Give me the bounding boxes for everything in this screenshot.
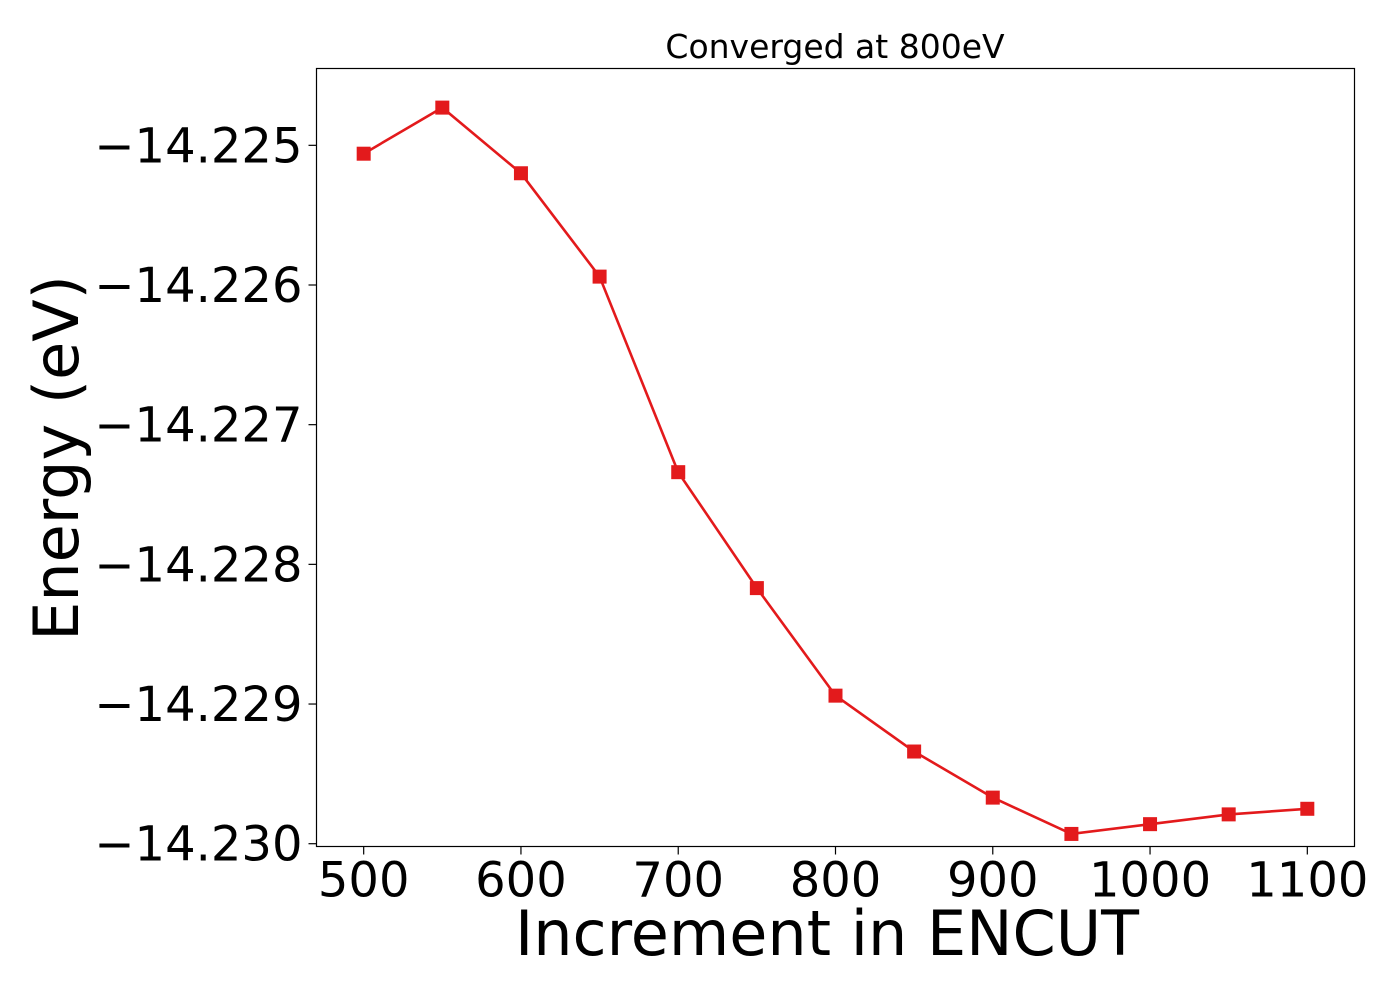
data-point xyxy=(749,581,764,596)
x-tick-label: 1000 xyxy=(1089,853,1211,909)
y-tick-label: −14.227 xyxy=(94,398,302,454)
series-line xyxy=(363,106,1308,836)
data-point xyxy=(1143,817,1158,832)
y-tick-label: −14.225 xyxy=(94,118,302,174)
y-axis-label: Energy (eV) xyxy=(20,275,93,641)
data-point xyxy=(1221,807,1236,822)
x-tick-label: 1100 xyxy=(1246,853,1368,909)
data-point xyxy=(592,269,607,284)
data-point xyxy=(513,166,528,181)
y-tick-label: −14.226 xyxy=(94,258,302,314)
x-tick-label: 700 xyxy=(632,853,724,909)
y-tick-label: −14.229 xyxy=(94,677,302,733)
data-point xyxy=(907,744,922,759)
data-point xyxy=(671,465,686,480)
data-point xyxy=(356,146,371,161)
y-axis: −14.225 −14.226 −14.227 −14.228 −14.229 −14.2… xyxy=(94,118,317,873)
x-tick-label: 800 xyxy=(790,853,882,909)
data-point xyxy=(828,688,843,703)
chart-title: Converged at 800eV xyxy=(665,27,1005,66)
plot-area-frame xyxy=(315,67,1356,848)
y-tick-label: −14.228 xyxy=(94,537,302,593)
data-point xyxy=(435,100,450,115)
series-layer xyxy=(356,100,1315,841)
x-tick-label: 500 xyxy=(318,853,410,909)
data-point xyxy=(1300,801,1315,816)
x-tick-label: 600 xyxy=(475,853,567,909)
x-axis-label: Increment in ENCUT xyxy=(515,897,1140,970)
x-axis: 500 600 700 800 900 1000 1100 xyxy=(318,846,1368,909)
y-tick-label: −14.230 xyxy=(94,817,302,873)
data-point xyxy=(1064,826,1079,841)
data-point xyxy=(985,790,1000,805)
x-tick-label: 900 xyxy=(947,853,1039,909)
